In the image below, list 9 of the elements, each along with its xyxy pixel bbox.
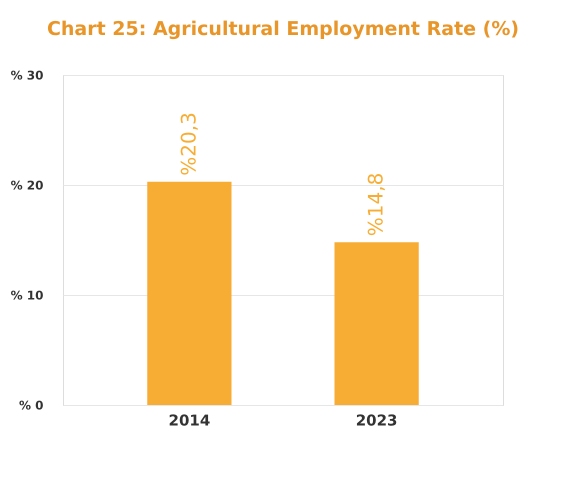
data-label: %14,8 [364,172,388,236]
chart-title: Chart 25: Agricultural Employment Rate (%) [46,18,520,40]
y-tick-label: % 20 [10,178,44,192]
data-label: %20,3 [176,112,200,176]
y-tick-label: % 10 [10,288,44,302]
y-tick-label: % 30 [10,68,44,82]
x-tick-label: 2023 [356,412,398,430]
x-tick-label: 2014 [168,412,210,430]
y-tick-label: % 0 [18,398,44,412]
